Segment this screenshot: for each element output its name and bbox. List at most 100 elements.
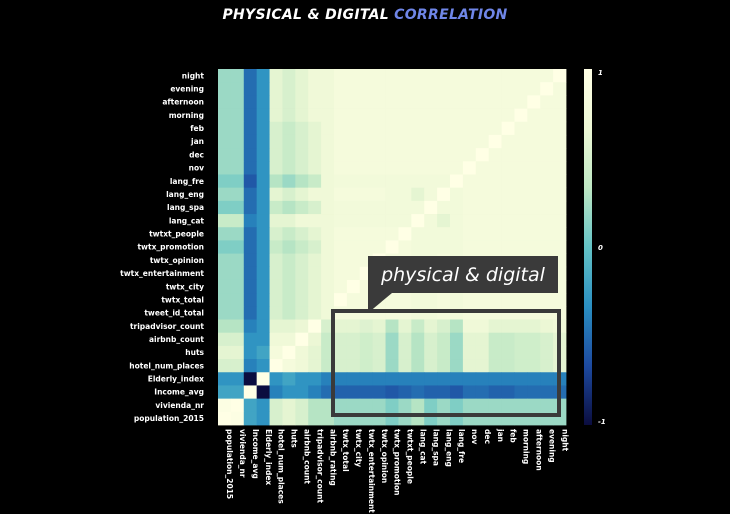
heatmap-cell bbox=[334, 214, 348, 228]
heatmap-cell bbox=[424, 148, 438, 162]
heatmap-cell bbox=[218, 332, 232, 347]
heatmap-cell bbox=[385, 306, 399, 320]
heatmap-cell bbox=[553, 69, 567, 83]
heatmap-cell bbox=[308, 174, 322, 189]
heatmap-cell bbox=[308, 306, 322, 320]
heatmap-cell bbox=[359, 174, 374, 189]
heatmap-cell bbox=[295, 253, 309, 268]
heatmap-cell bbox=[321, 134, 335, 149]
heatmap-cell bbox=[372, 359, 386, 373]
heatmap-cell bbox=[359, 95, 374, 109]
heatmap-cell bbox=[230, 240, 245, 254]
heatmap-cell bbox=[398, 372, 412, 386]
heatmap-cell bbox=[230, 134, 245, 149]
heatmap-cell bbox=[230, 95, 245, 109]
heatmap-cell bbox=[398, 398, 412, 413]
heatmap-cell bbox=[501, 187, 515, 202]
heatmap-cell bbox=[308, 95, 322, 109]
heatmap-cell bbox=[256, 385, 270, 400]
heatmap-cell bbox=[501, 398, 515, 413]
heatmap-cell bbox=[295, 240, 309, 254]
column-label: dec bbox=[483, 429, 492, 444]
heatmap-cell bbox=[462, 385, 477, 400]
heatmap-cell bbox=[372, 345, 386, 360]
heatmap-cell bbox=[230, 174, 245, 189]
heatmap-cell bbox=[475, 108, 490, 123]
heatmap-cell bbox=[514, 95, 528, 109]
heatmap-cell bbox=[437, 385, 451, 400]
column-label: Elderly_index bbox=[264, 429, 273, 485]
heatmap-cell bbox=[218, 385, 232, 400]
heatmap-cell bbox=[540, 372, 554, 386]
row-label: lang_cat bbox=[169, 216, 205, 225]
heatmap-cell bbox=[475, 121, 490, 136]
heatmap-cell bbox=[488, 121, 502, 136]
heatmap-cell bbox=[269, 306, 283, 320]
heatmap-cell bbox=[424, 174, 438, 189]
heatmap-cell bbox=[501, 82, 515, 96]
column-label: hotel_num_places bbox=[277, 429, 286, 504]
heatmap-cell bbox=[282, 332, 296, 347]
heatmap-cell bbox=[488, 398, 502, 413]
heatmap-cell bbox=[256, 121, 270, 136]
column-label: airbnb_rating bbox=[328, 429, 337, 486]
heatmap-cell bbox=[256, 214, 270, 228]
heatmap-cell bbox=[385, 240, 399, 254]
heatmap-cell bbox=[230, 279, 245, 294]
heatmap-cell bbox=[462, 214, 477, 228]
heatmap-cell bbox=[308, 227, 322, 241]
heatmap-cell bbox=[385, 148, 399, 162]
heatmap-cell bbox=[230, 411, 245, 426]
heatmap-cell bbox=[411, 108, 425, 123]
heatmap-cell bbox=[527, 148, 541, 162]
heatmap-cell bbox=[243, 345, 258, 360]
heatmap-cell bbox=[553, 240, 567, 254]
heatmap-cell bbox=[488, 69, 502, 83]
heatmap-cell bbox=[424, 372, 438, 386]
heatmap-cell bbox=[437, 187, 451, 202]
heatmap-cell bbox=[218, 174, 232, 189]
heatmap-cell bbox=[230, 108, 245, 123]
heatmap-cell bbox=[295, 121, 309, 136]
heatmap-cell bbox=[437, 372, 451, 386]
heatmap-cell bbox=[501, 319, 515, 334]
heatmap-cell bbox=[501, 372, 515, 386]
heatmap-cell bbox=[424, 359, 438, 373]
heatmap-cell bbox=[437, 95, 451, 109]
heatmap-cell bbox=[437, 227, 451, 241]
heatmap-cell bbox=[424, 227, 438, 241]
column-label: huts bbox=[290, 429, 299, 448]
heatmap-cell bbox=[334, 345, 348, 360]
heatmap-cell bbox=[385, 121, 399, 136]
heatmap-cell bbox=[514, 108, 528, 123]
heatmap-cell bbox=[256, 187, 270, 202]
heatmap-cell bbox=[334, 253, 348, 268]
heatmap-cell bbox=[527, 134, 541, 149]
column-label: night bbox=[560, 429, 569, 452]
heatmap-cell bbox=[540, 385, 554, 400]
heatmap-cell bbox=[282, 345, 296, 360]
heatmap-cell bbox=[553, 187, 567, 202]
heatmap-cell bbox=[475, 319, 490, 334]
column-label: lang_spa bbox=[431, 429, 440, 466]
row-label: twtx_promotion bbox=[137, 243, 204, 252]
heatmap-cell bbox=[243, 240, 258, 254]
column-label: feb bbox=[509, 429, 518, 443]
heatmap-cell bbox=[488, 240, 502, 254]
heatmap-cell bbox=[346, 372, 361, 386]
heatmap-cell bbox=[230, 319, 245, 334]
heatmap-cell bbox=[462, 69, 477, 83]
heatmap-cell bbox=[540, 187, 554, 202]
heatmap-cell bbox=[488, 161, 502, 175]
heatmap-cell bbox=[488, 293, 502, 307]
heatmap-cell bbox=[450, 240, 464, 254]
heatmap-cell bbox=[540, 95, 554, 109]
heatmap-cell bbox=[475, 345, 490, 360]
heatmap-cell bbox=[269, 240, 283, 254]
heatmap-cell bbox=[501, 359, 515, 373]
heatmap-cell bbox=[295, 69, 309, 83]
heatmap-cell bbox=[218, 121, 232, 136]
heatmap-cell bbox=[514, 385, 528, 400]
heatmap-cell bbox=[295, 108, 309, 123]
